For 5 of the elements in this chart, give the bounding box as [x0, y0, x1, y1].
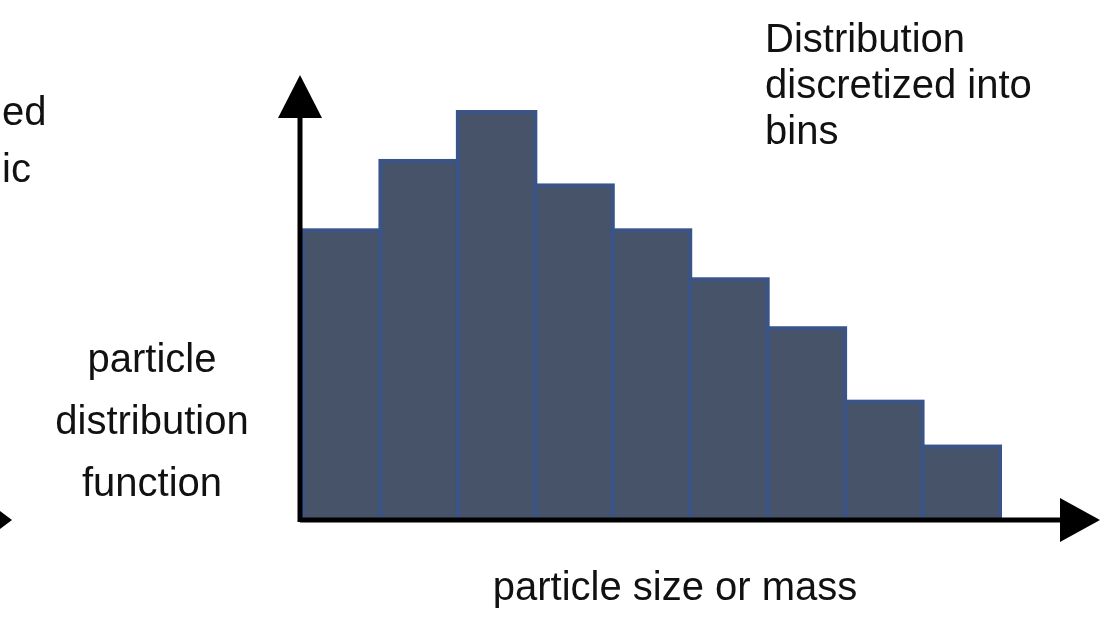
text: ic: [2, 146, 31, 190]
chart-title: Distribution discretized into bins: [765, 16, 1032, 152]
x-axis-title: particle size or mass: [492, 564, 858, 608]
text: ed: [2, 89, 47, 133]
y-axis-title: particle distribution function: [55, 336, 249, 504]
